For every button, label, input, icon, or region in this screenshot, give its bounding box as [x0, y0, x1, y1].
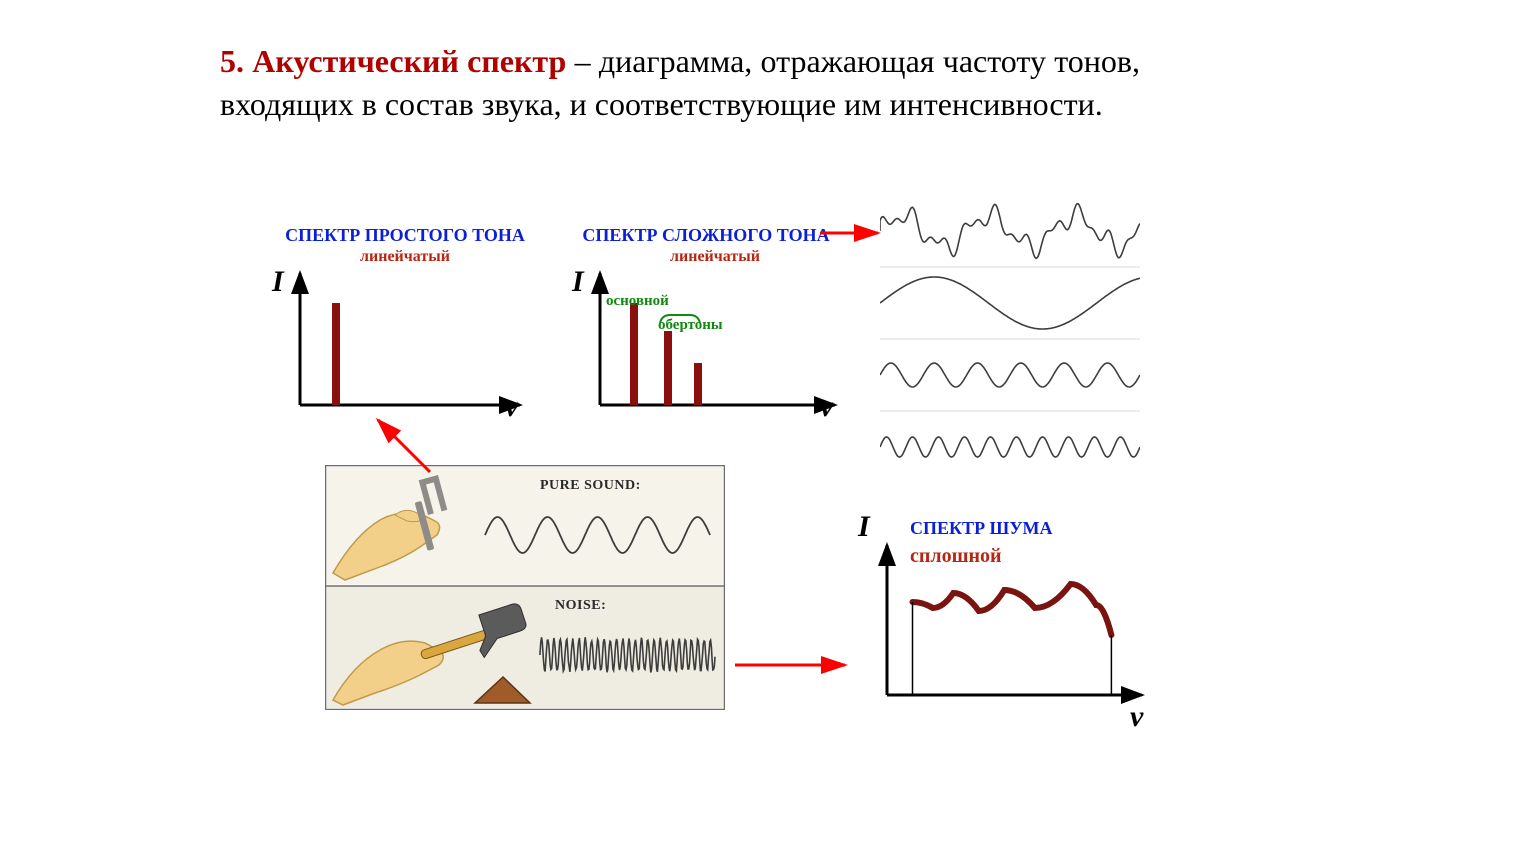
pure-caption: PURE SOUND: — [540, 478, 641, 494]
simple-axis-x: v — [505, 390, 518, 424]
simple-axis-y: I — [272, 265, 284, 299]
heading-paragraph: 5. Акустический спектр – диаграмма, отра… — [220, 40, 1140, 126]
illustration-panels — [325, 465, 725, 710]
simple-subtitle: линейчатый — [330, 248, 480, 266]
heading-lead: 5. Акустический спектр — [220, 43, 566, 79]
complex-axis-y: I — [572, 265, 584, 299]
noise-spectrum-chart — [875, 530, 1165, 715]
arrow-noise-to-chart — [730, 650, 860, 680]
complex-subtitle: линейчатый — [640, 248, 790, 266]
arrow-fork-to-simple — [370, 412, 450, 482]
waves-panel — [880, 195, 1140, 485]
simple-title: СПЕКТР ПРОСТОГО ТОНА — [280, 225, 530, 246]
simple-spectrum-chart — [290, 265, 540, 415]
noise-caption: NOISE: — [555, 598, 606, 614]
complex-overtone-label: обертоны — [658, 318, 728, 334]
complex-main-label: основной — [606, 294, 666, 310]
noise-axis-x: v — [1130, 700, 1143, 734]
complex-axis-x: v — [820, 390, 833, 424]
noise-axis-y: I — [858, 510, 870, 544]
complex-title: СПЕКТР СЛОЖНОГО ТОНА — [576, 225, 836, 246]
